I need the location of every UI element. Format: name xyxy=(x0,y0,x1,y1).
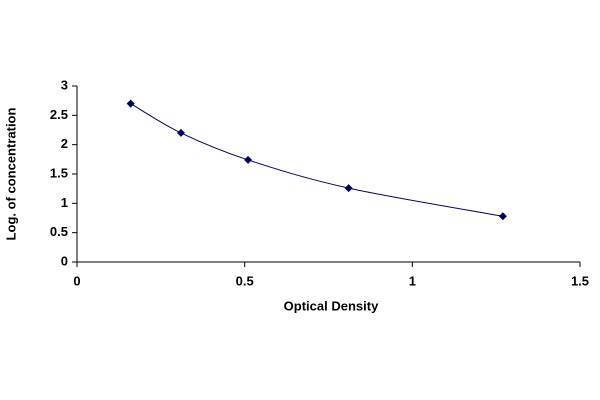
data-point xyxy=(176,128,185,137)
data-point xyxy=(126,99,135,108)
y-tick-label: 0 xyxy=(61,253,68,268)
data-point xyxy=(498,212,507,221)
y-tick-label: 3 xyxy=(61,77,68,92)
y-tick-label: 2.5 xyxy=(50,107,68,122)
y-tick-label: 2 xyxy=(61,136,68,151)
series-line xyxy=(130,103,503,217)
x-tick-label: 0 xyxy=(73,273,80,288)
y-tick-label: 0.5 xyxy=(50,224,68,239)
x-tick-label: 1.5 xyxy=(571,273,589,288)
x-tick-label: 1 xyxy=(409,273,416,288)
y-tick-label: 1 xyxy=(61,195,68,210)
x-tick-label: 0.5 xyxy=(236,273,254,288)
x-axis-label: Optical Density xyxy=(284,298,379,313)
data-point xyxy=(344,184,353,193)
y-axis-label: Log. of concentration xyxy=(3,108,18,241)
data-point xyxy=(244,155,253,164)
y-tick-label: 1.5 xyxy=(50,165,68,180)
